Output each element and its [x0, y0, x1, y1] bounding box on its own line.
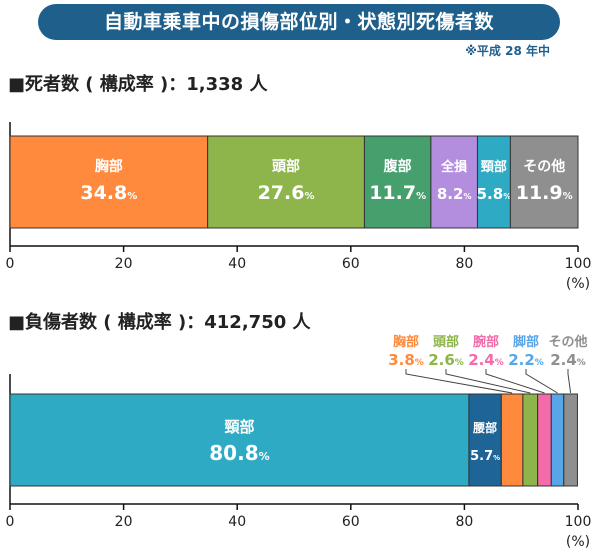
deaths-bar-0	[9, 135, 209, 229]
deaths-seg-value-4: 5.8%	[477, 185, 512, 203]
deaths-tick-label-60: 60	[342, 256, 360, 272]
deaths-seg-name-1: 頭部	[272, 158, 300, 175]
injured-heading: ■負傷者数 ( 構成率 )：412,750 人	[8, 312, 311, 333]
injured-tick-label-20: 20	[115, 514, 133, 530]
injured-bar-1	[468, 393, 502, 487]
injured-callout-name-5: 脚部	[513, 334, 539, 350]
deaths-bar-5	[509, 135, 579, 229]
deaths-seg-value-5: 11.9%	[516, 182, 573, 204]
deaths-bar-2	[363, 135, 432, 229]
injured-bar-0	[9, 393, 470, 487]
injured-tick-label-60: 60	[342, 514, 360, 530]
deaths-seg-value-1: 27.6%	[258, 182, 315, 204]
injured-callout-value-2: 3.8%	[388, 351, 424, 369]
injured-callout-name-4: 腕部	[473, 334, 499, 350]
period-note: ※平成 28 年中	[465, 44, 550, 58]
injured-callout-leader-4	[485, 369, 545, 394]
injured-tick-label-0: 0	[6, 514, 15, 530]
deaths-chart: 0 20 40 60 80 100 (%) 胸部 34.8% 頭部 27.6% 腹部 11.7% 全損 8.…	[0, 112, 600, 292]
injured-callout-value-6: 2.4%	[550, 351, 586, 369]
injured-seg-name-0: 頸部	[224, 418, 254, 436]
deaths-seg-value-2: 11.7%	[369, 182, 426, 204]
deaths-seg-name-0: 胸部	[95, 158, 123, 175]
deaths-tick-label-100: 100	[565, 256, 592, 272]
deaths-seg-name-2: 腹部	[384, 158, 412, 175]
injured-callout-leader-6	[567, 369, 572, 394]
injured-tick-label-40: 40	[228, 514, 246, 530]
injured-callout-value-5: 2.2%	[508, 351, 544, 369]
deaths-tick-label-40: 40	[228, 256, 246, 272]
injured-chart: 0 20 40 60 80 100 (%) 頸部 80.8% 腰部 5.7% 胸部 3.8% 頭部 2.6%…	[0, 330, 600, 552]
deaths-seg-name-5: その他	[523, 158, 565, 175]
deaths-unit-label: (%)	[566, 276, 590, 292]
injured-callout-name-6: その他	[548, 334, 587, 350]
deaths-seg-value-0: 34.8%	[80, 182, 137, 204]
injured-callout-name-3: 頭部	[433, 334, 459, 350]
deaths-chart-svg: 0 20 40 60 80 100 (%) 胸部 34.8% 頭部 27.6% 腹部 11.7% 全損 8.…	[6, 122, 592, 292]
injured-bar-3	[522, 393, 539, 487]
injured-bar-4	[537, 393, 552, 487]
injured-seg-name-1: 腰部	[472, 420, 497, 435]
injured-callout-value-4: 2.4%	[468, 351, 504, 369]
injured-callout-leader-3	[445, 369, 531, 394]
injured-callout-value-3: 2.6%	[428, 351, 464, 369]
deaths-bar-4	[476, 135, 511, 229]
injured-seg-value-1: 5.7%	[470, 449, 500, 464]
injured-callout-leader-5	[525, 369, 558, 394]
deaths-seg-name-3: 全損	[440, 159, 468, 175]
deaths-seg-value-3: 8.2%	[437, 185, 472, 203]
deaths-heading: ■死者数 ( 構成率 )：1,338 人	[8, 74, 268, 95]
injured-tick-label-80: 80	[455, 514, 473, 530]
injured-callout-name-2: 胸部	[393, 334, 419, 350]
injured-bar-2	[500, 393, 524, 487]
deaths-bar-3	[430, 135, 478, 229]
injured-seg-value-0: 80.8%	[209, 441, 269, 465]
injured-bar-5	[550, 393, 565, 487]
deaths-tick-label-20: 20	[115, 256, 133, 272]
deaths-tick-label-0: 0	[6, 256, 15, 272]
injured-tick-label-100: 100	[565, 514, 592, 530]
injured-unit-label: (%)	[566, 534, 590, 550]
injured-chart-svg: 0 20 40 60 80 100 (%) 頸部 80.8% 腰部 5.7% 胸部3.8% 頭部2.6%…	[6, 334, 592, 550]
injured-bar-6	[563, 393, 578, 487]
deaths-bar-1	[207, 135, 365, 229]
page-title: 自動車乗車中の損傷部位別・状態別死傷者数	[38, 4, 560, 40]
deaths-seg-name-4: 頸部	[481, 159, 507, 175]
injured-callout-leader-2	[405, 369, 513, 394]
deaths-tick-label-80: 80	[455, 256, 473, 272]
